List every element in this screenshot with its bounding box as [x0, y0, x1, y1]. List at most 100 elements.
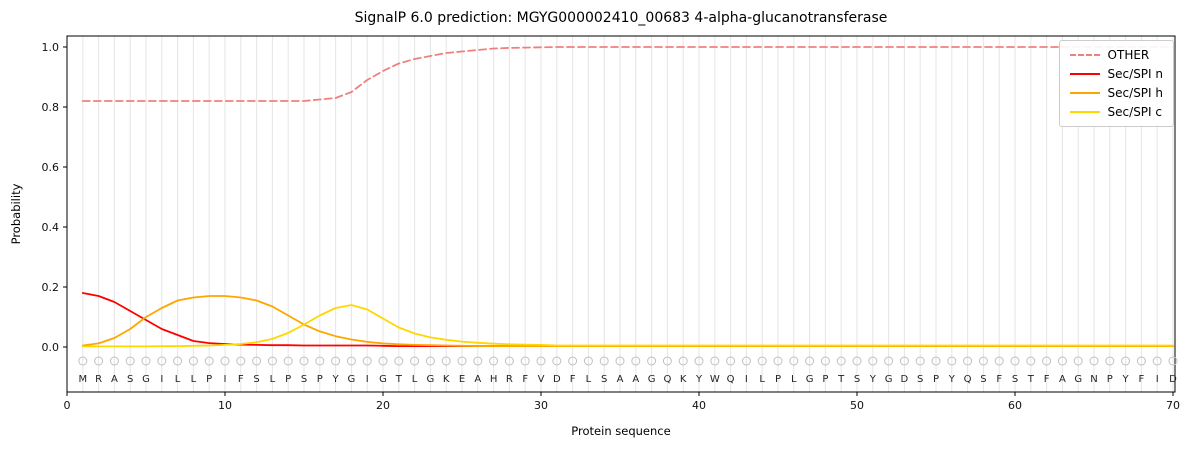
- svg-text:G: G: [1074, 374, 1082, 385]
- svg-text:L: L: [270, 374, 276, 385]
- svg-text:1.0: 1.0: [42, 41, 60, 54]
- svg-text:0: 0: [64, 399, 71, 412]
- svg-text:G: G: [142, 374, 150, 385]
- svg-text:S: S: [980, 374, 986, 385]
- svg-text:F: F: [1139, 374, 1145, 385]
- y-axis-label: Probability: [9, 183, 23, 245]
- svg-text:S: S: [127, 374, 133, 385]
- svg-text:K: K: [443, 374, 450, 385]
- svg-text:0.0: 0.0: [42, 341, 60, 354]
- legend-entry-other: OTHER: [1069, 48, 1163, 62]
- svg-text:Y: Y: [948, 374, 956, 385]
- svg-text:P: P: [822, 374, 828, 385]
- svg-text:P: P: [206, 374, 212, 385]
- svg-text:I: I: [224, 374, 227, 385]
- svg-text:G: G: [427, 374, 435, 385]
- svg-text:0.8: 0.8: [42, 101, 60, 114]
- svg-text:A: A: [617, 374, 624, 385]
- svg-text:S: S: [917, 374, 923, 385]
- svg-text:K: K: [680, 374, 687, 385]
- svg-text:S: S: [301, 374, 307, 385]
- legend-label-sec-spi-c: Sec/SPI c: [1107, 105, 1162, 119]
- svg-text:G: G: [648, 374, 656, 385]
- svg-text:D: D: [553, 374, 561, 385]
- svg-text:W: W: [710, 374, 720, 385]
- legend: OTHER Sec/SPI n Sec/SPI h Sec/SPI c: [1058, 40, 1174, 127]
- svg-text:Y: Y: [695, 374, 703, 385]
- svg-text:S: S: [253, 374, 259, 385]
- svg-text:I: I: [745, 374, 748, 385]
- svg-text:G: G: [806, 374, 814, 385]
- svg-text:L: L: [586, 374, 592, 385]
- svg-text:A: A: [1059, 374, 1066, 385]
- legend-line-other-icon: [1069, 54, 1100, 56]
- svg-text:P: P: [933, 374, 939, 385]
- svg-text:F: F: [570, 374, 576, 385]
- svg-text:T: T: [837, 374, 845, 385]
- svg-text:I: I: [160, 374, 163, 385]
- x-axis-label: Protein sequence: [571, 424, 671, 438]
- svg-text:G: G: [379, 374, 387, 385]
- legend-line-sec-spi-c-icon: [1069, 111, 1100, 113]
- svg-text:L: L: [175, 374, 181, 385]
- svg-text:S: S: [1012, 374, 1018, 385]
- legend-label-sec-spi-n: Sec/SPI n: [1107, 67, 1163, 81]
- svg-text:60: 60: [1008, 399, 1022, 412]
- svg-text:E: E: [459, 374, 465, 385]
- legend-entry-sec-spi-c: Sec/SPI c: [1069, 105, 1163, 119]
- svg-text:70: 70: [1166, 399, 1180, 412]
- svg-text:I: I: [366, 374, 369, 385]
- svg-text:Q: Q: [663, 374, 671, 385]
- svg-text:20: 20: [376, 399, 390, 412]
- svg-text:Q: Q: [964, 374, 972, 385]
- svg-text:P: P: [775, 374, 781, 385]
- svg-text:L: L: [759, 374, 765, 385]
- svg-text:A: A: [632, 374, 639, 385]
- svg-text:F: F: [522, 374, 528, 385]
- legend-entry-sec-spi-h: Sec/SPI h: [1069, 86, 1163, 100]
- svg-text:S: S: [854, 374, 860, 385]
- svg-text:0.4: 0.4: [42, 221, 60, 234]
- svg-text:F: F: [1044, 374, 1050, 385]
- svg-text:R: R: [506, 374, 513, 385]
- svg-text:D: D: [901, 374, 909, 385]
- svg-text:Y: Y: [332, 374, 340, 385]
- svg-text:F: F: [996, 374, 1002, 385]
- svg-text:V: V: [538, 374, 545, 385]
- svg-text:G: G: [348, 374, 356, 385]
- svg-text:L: L: [412, 374, 418, 385]
- svg-text:T: T: [395, 374, 403, 385]
- svg-text:P: P: [1107, 374, 1113, 385]
- svg-text:G: G: [885, 374, 893, 385]
- svg-text:A: A: [474, 374, 481, 385]
- svg-text:Q: Q: [727, 374, 735, 385]
- svg-text:P: P: [285, 374, 291, 385]
- svg-text:R: R: [95, 374, 102, 385]
- svg-text:10: 10: [218, 399, 232, 412]
- svg-text:30: 30: [534, 399, 548, 412]
- svg-text:50: 50: [850, 399, 864, 412]
- legend-entry-sec-spi-n: Sec/SPI n: [1069, 67, 1163, 81]
- svg-text:M: M: [78, 374, 87, 385]
- chart-title: SignalP 6.0 prediction: MGYG000002410_00…: [354, 10, 888, 26]
- svg-text:P: P: [317, 374, 323, 385]
- legend-label-other: OTHER: [1107, 48, 1150, 62]
- svg-text:A: A: [111, 374, 118, 385]
- svg-text:D: D: [1169, 374, 1177, 385]
- svg-text:I: I: [1156, 374, 1159, 385]
- svg-text:Y: Y: [1122, 374, 1130, 385]
- svg-text:L: L: [791, 374, 797, 385]
- svg-text:L: L: [191, 374, 197, 385]
- svg-text:0.2: 0.2: [42, 281, 60, 294]
- svg-text:S: S: [601, 374, 607, 385]
- svg-text:N: N: [1090, 374, 1097, 385]
- legend-label-sec-spi-h: Sec/SPI h: [1107, 86, 1163, 100]
- svg-text:40: 40: [692, 399, 706, 412]
- svg-text:0.6: 0.6: [42, 161, 60, 174]
- svg-text:F: F: [238, 374, 244, 385]
- svg-text:H: H: [490, 374, 498, 385]
- legend-line-sec-spi-n-icon: [1069, 73, 1100, 75]
- svg-text:Y: Y: [869, 374, 877, 385]
